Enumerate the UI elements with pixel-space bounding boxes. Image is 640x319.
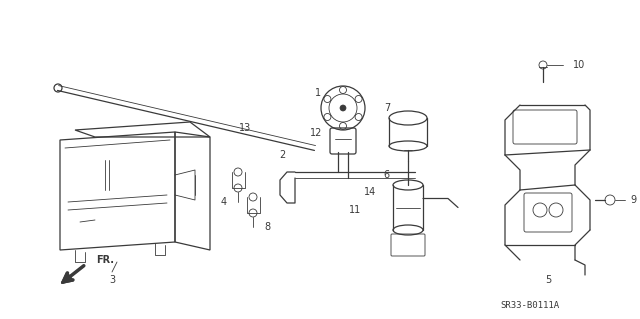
FancyArrowPatch shape — [63, 266, 84, 282]
Text: 9: 9 — [630, 195, 636, 205]
Text: 12: 12 — [310, 128, 322, 138]
Text: 10: 10 — [573, 60, 585, 70]
FancyArrowPatch shape — [62, 266, 84, 283]
Text: 3: 3 — [109, 275, 115, 285]
Text: 13: 13 — [239, 123, 251, 133]
Text: 6: 6 — [384, 170, 390, 180]
Text: 1: 1 — [315, 88, 321, 98]
Text: 14: 14 — [364, 187, 376, 197]
Text: 4: 4 — [221, 197, 227, 207]
Circle shape — [340, 105, 346, 111]
Text: 8: 8 — [264, 222, 270, 232]
Text: 11: 11 — [349, 205, 361, 215]
Text: FR.: FR. — [96, 255, 114, 265]
Text: 7: 7 — [384, 103, 390, 113]
Text: 5: 5 — [545, 275, 551, 285]
Text: SR33-B0111A: SR33-B0111A — [500, 300, 559, 309]
Text: 2: 2 — [279, 150, 285, 160]
